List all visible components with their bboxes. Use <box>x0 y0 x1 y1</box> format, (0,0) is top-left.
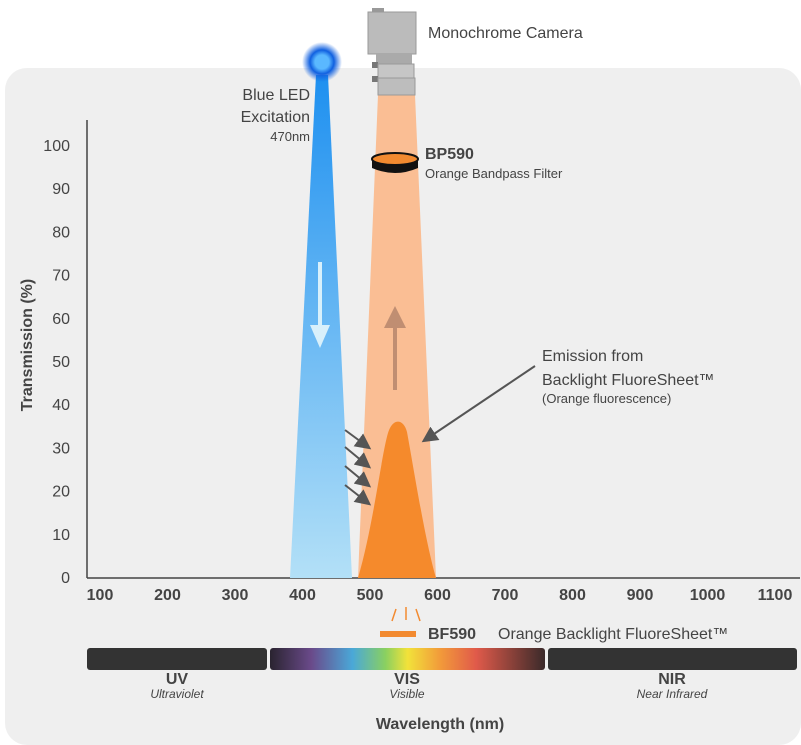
y-tick-label: 50 <box>52 354 70 371</box>
led-wavelength: 470nm <box>270 129 310 144</box>
x-tick-label: 200 <box>154 587 181 604</box>
uv-band <box>87 648 267 670</box>
x-tick-label: 300 <box>222 587 249 604</box>
x-tick-label: 100 <box>87 587 114 604</box>
band-description: Visible <box>389 687 424 701</box>
y-tick-label: 80 <box>52 224 70 241</box>
y-tick-label: 0 <box>61 570 70 587</box>
x-tick-label: 500 <box>357 587 384 604</box>
led <box>302 42 342 82</box>
sheet-description: Orange Backlight FluoreSheet™ <box>498 626 728 643</box>
band-description: Near Infrared <box>637 687 708 701</box>
x-axis-title: Wavelength (nm) <box>376 716 504 733</box>
up-arrow-head <box>384 306 406 328</box>
y-tick-label: 90 <box>52 181 70 198</box>
x-tick-label: 900 <box>627 587 654 604</box>
band-name: VIS <box>394 671 420 688</box>
band-description: Ultraviolet <box>150 687 204 701</box>
led-label: Excitation <box>241 109 310 126</box>
emission-note: (Orange fluorescence) <box>542 391 671 406</box>
y-tick-label: 100 <box>43 138 70 155</box>
band-name: UV <box>166 671 189 688</box>
emission-pointer <box>421 365 536 443</box>
y-tick-label: 30 <box>52 440 70 457</box>
filter-code: BP590 <box>425 146 474 163</box>
x-tick-label: 700 <box>492 587 519 604</box>
down-arrow-head <box>310 325 330 348</box>
camera-label: Monochrome Camera <box>428 25 583 42</box>
x-tick-label: 600 <box>424 587 451 604</box>
emission-peak <box>358 421 436 578</box>
x-tick-label: 1000 <box>690 587 726 604</box>
filter <box>371 152 419 173</box>
y-tick-label: 70 <box>52 268 70 285</box>
y-tick-label: 20 <box>52 484 70 501</box>
y-axis-title: Transmission (%) <box>19 279 36 411</box>
sheet-code: BF590 <box>428 626 476 643</box>
x-tick-label: 400 <box>289 587 316 604</box>
x-tick-label: 1100 <box>758 587 793 604</box>
led-label: Blue LED <box>242 87 310 104</box>
vis-band <box>270 648 545 670</box>
excitation-arrows <box>344 429 372 506</box>
camera <box>367 8 417 96</box>
sheet <box>380 631 416 637</box>
band-name: NIR <box>658 671 686 688</box>
y-tick-label: 10 <box>52 527 70 544</box>
y-tick-label: 60 <box>52 311 70 328</box>
x-tick-label: 800 <box>559 587 586 604</box>
emission-label: Emission from <box>542 348 643 365</box>
nir-band <box>548 648 797 670</box>
filter-description: Orange Bandpass Filter <box>425 166 563 181</box>
sheet-icon <box>391 607 421 622</box>
y-tick-label: 40 <box>52 397 70 414</box>
emission-label: Backlight FluoreSheet™ <box>542 372 715 389</box>
